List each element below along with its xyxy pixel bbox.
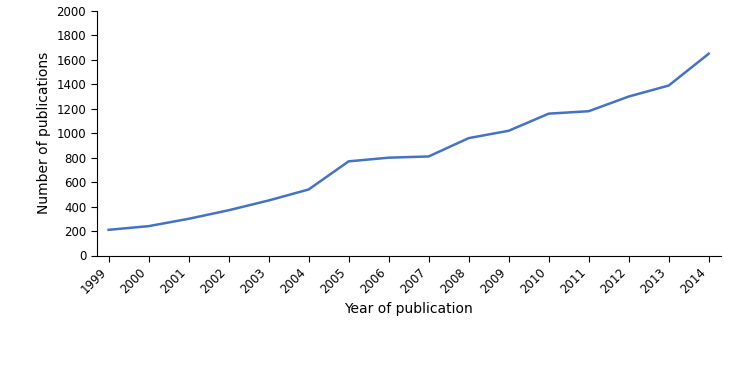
X-axis label: Year of publication: Year of publication [344, 302, 473, 316]
Y-axis label: Number of publications: Number of publications [37, 52, 51, 214]
